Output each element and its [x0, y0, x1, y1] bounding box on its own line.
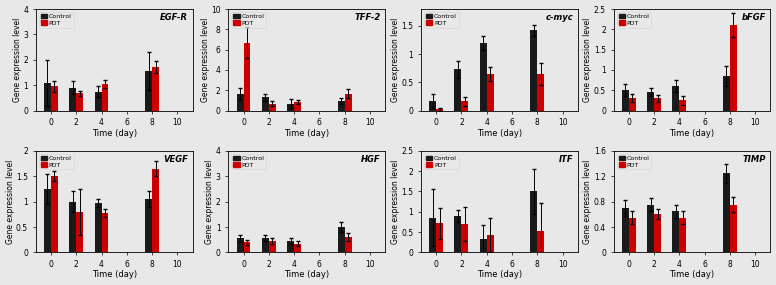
Bar — [338, 227, 345, 253]
Bar — [345, 237, 352, 253]
Bar — [76, 212, 83, 253]
Y-axis label: Gene expression level: Gene expression level — [391, 159, 400, 244]
Y-axis label: Gene expression level: Gene expression level — [206, 159, 214, 244]
Bar — [345, 94, 352, 111]
Bar — [237, 94, 244, 111]
Y-axis label: Gene expression level: Gene expression level — [201, 18, 210, 102]
Bar — [262, 97, 268, 111]
Bar — [462, 101, 469, 111]
Bar — [537, 74, 544, 111]
Bar — [436, 109, 443, 111]
Bar — [145, 71, 152, 111]
Bar — [69, 88, 76, 111]
Legend: Control, PDT: Control, PDT — [617, 12, 651, 28]
Bar — [530, 30, 537, 111]
Y-axis label: Gene expression level: Gene expression level — [5, 159, 15, 244]
Bar — [69, 202, 76, 253]
Bar — [152, 169, 159, 253]
Bar — [145, 199, 152, 253]
Bar — [44, 189, 51, 253]
Bar — [480, 43, 487, 111]
Bar — [436, 223, 443, 253]
Bar — [647, 92, 654, 111]
Bar — [462, 224, 469, 253]
Bar — [723, 173, 730, 253]
Bar — [76, 93, 83, 111]
Bar — [95, 203, 102, 253]
Legend: Control, PDT: Control, PDT — [424, 12, 459, 28]
Bar — [629, 98, 636, 111]
Y-axis label: Gene expression level: Gene expression level — [13, 18, 22, 102]
Legend: Control, PDT: Control, PDT — [424, 154, 459, 169]
Bar — [672, 211, 679, 253]
Legend: Control, PDT: Control, PDT — [617, 154, 651, 169]
Bar — [244, 42, 251, 111]
Bar — [95, 91, 102, 111]
Bar — [287, 241, 294, 253]
Bar — [622, 90, 629, 111]
Text: c-myc: c-myc — [546, 13, 573, 22]
Bar — [622, 208, 629, 253]
Bar — [730, 205, 737, 253]
Bar — [287, 103, 294, 111]
Bar — [268, 241, 275, 253]
Legend: Control, PDT: Control, PDT — [231, 12, 266, 28]
Text: TIMP: TIMP — [743, 155, 766, 164]
Bar — [455, 70, 462, 111]
Y-axis label: Gene expression level: Gene expression level — [391, 18, 400, 102]
Bar — [102, 213, 109, 253]
Legend: Control, PDT: Control, PDT — [231, 154, 266, 169]
Bar — [654, 214, 661, 253]
Bar — [647, 205, 654, 253]
Bar — [487, 235, 494, 253]
Text: HGF: HGF — [361, 155, 380, 164]
X-axis label: Time (day): Time (day) — [92, 129, 137, 138]
X-axis label: Time (day): Time (day) — [284, 270, 329, 280]
X-axis label: Time (day): Time (day) — [670, 129, 715, 138]
Bar — [480, 239, 487, 253]
Bar — [530, 192, 537, 253]
X-axis label: Time (day): Time (day) — [476, 129, 522, 138]
X-axis label: Time (day): Time (day) — [92, 270, 137, 280]
Bar — [629, 217, 636, 253]
Y-axis label: Gene expression level: Gene expression level — [584, 18, 592, 102]
Bar — [672, 86, 679, 111]
Bar — [294, 102, 301, 111]
Bar — [244, 242, 251, 253]
Bar — [102, 84, 109, 111]
Bar — [679, 100, 686, 111]
Text: ITF: ITF — [559, 155, 573, 164]
Legend: Control, PDT: Control, PDT — [39, 12, 74, 28]
X-axis label: Time (day): Time (day) — [670, 270, 715, 280]
Text: TFF-2: TFF-2 — [355, 13, 380, 22]
Bar — [723, 76, 730, 111]
Y-axis label: Gene expression level: Gene expression level — [584, 159, 592, 244]
Bar — [262, 239, 268, 253]
X-axis label: Time (day): Time (day) — [476, 270, 522, 280]
Bar — [730, 25, 737, 111]
Bar — [429, 218, 436, 253]
Legend: Control, PDT: Control, PDT — [39, 154, 74, 169]
Bar — [237, 239, 244, 253]
Bar — [429, 101, 436, 111]
Bar — [44, 83, 51, 111]
Bar — [679, 217, 686, 253]
Bar — [537, 231, 544, 253]
Bar — [51, 86, 58, 111]
Bar — [294, 243, 301, 253]
X-axis label: Time (day): Time (day) — [284, 129, 329, 138]
Text: bFGF: bFGF — [741, 13, 766, 22]
Text: VEGF: VEGF — [163, 155, 188, 164]
Bar — [487, 74, 494, 111]
Bar — [654, 98, 661, 111]
Text: EGF-R: EGF-R — [160, 13, 188, 22]
Bar — [455, 216, 462, 253]
Bar — [51, 176, 58, 253]
Bar — [152, 67, 159, 111]
Bar — [338, 101, 345, 111]
Bar — [268, 103, 275, 111]
